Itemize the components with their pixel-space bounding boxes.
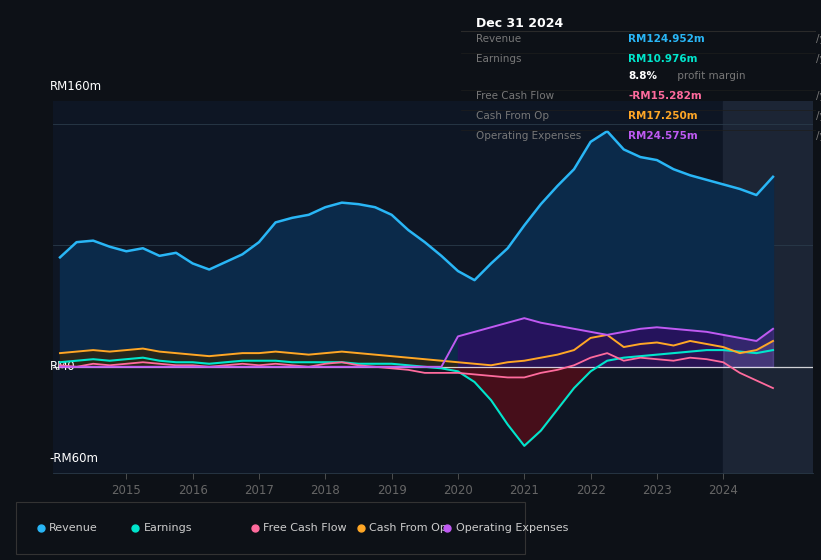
Text: Earnings: Earnings [475,54,521,64]
Text: /yr: /yr [816,131,821,141]
Text: Revenue: Revenue [49,523,98,533]
Bar [723,101,813,473]
Text: -RM15.282m: -RM15.282m [628,91,702,101]
Text: Cash From Op: Cash From Op [369,523,447,533]
Text: /yr: /yr [816,91,821,101]
Text: Operating Expenses: Operating Expenses [475,131,580,141]
Text: Cash From Op: Cash From Op [475,111,548,122]
Text: Free Cash Flow: Free Cash Flow [263,523,346,533]
Text: Free Cash Flow: Free Cash Flow [475,91,553,101]
Text: RM0: RM0 [49,360,76,374]
Text: RM17.250m: RM17.250m [628,111,698,122]
Text: /yr: /yr [816,111,821,122]
Text: /yr: /yr [816,54,821,64]
Text: Dec 31 2024: Dec 31 2024 [475,17,563,30]
Text: Revenue: Revenue [475,34,521,44]
Text: RM10.976m: RM10.976m [628,54,698,64]
Text: RM160m: RM160m [49,80,102,94]
Text: /yr: /yr [816,34,821,44]
Text: Earnings: Earnings [144,523,192,533]
Text: Operating Expenses: Operating Expenses [456,523,568,533]
Text: profit margin: profit margin [674,71,745,81]
Text: RM124.952m: RM124.952m [628,34,705,44]
Text: 8.8%: 8.8% [628,71,657,81]
Text: RM24.575m: RM24.575m [628,131,698,141]
Text: -RM60m: -RM60m [49,451,99,464]
